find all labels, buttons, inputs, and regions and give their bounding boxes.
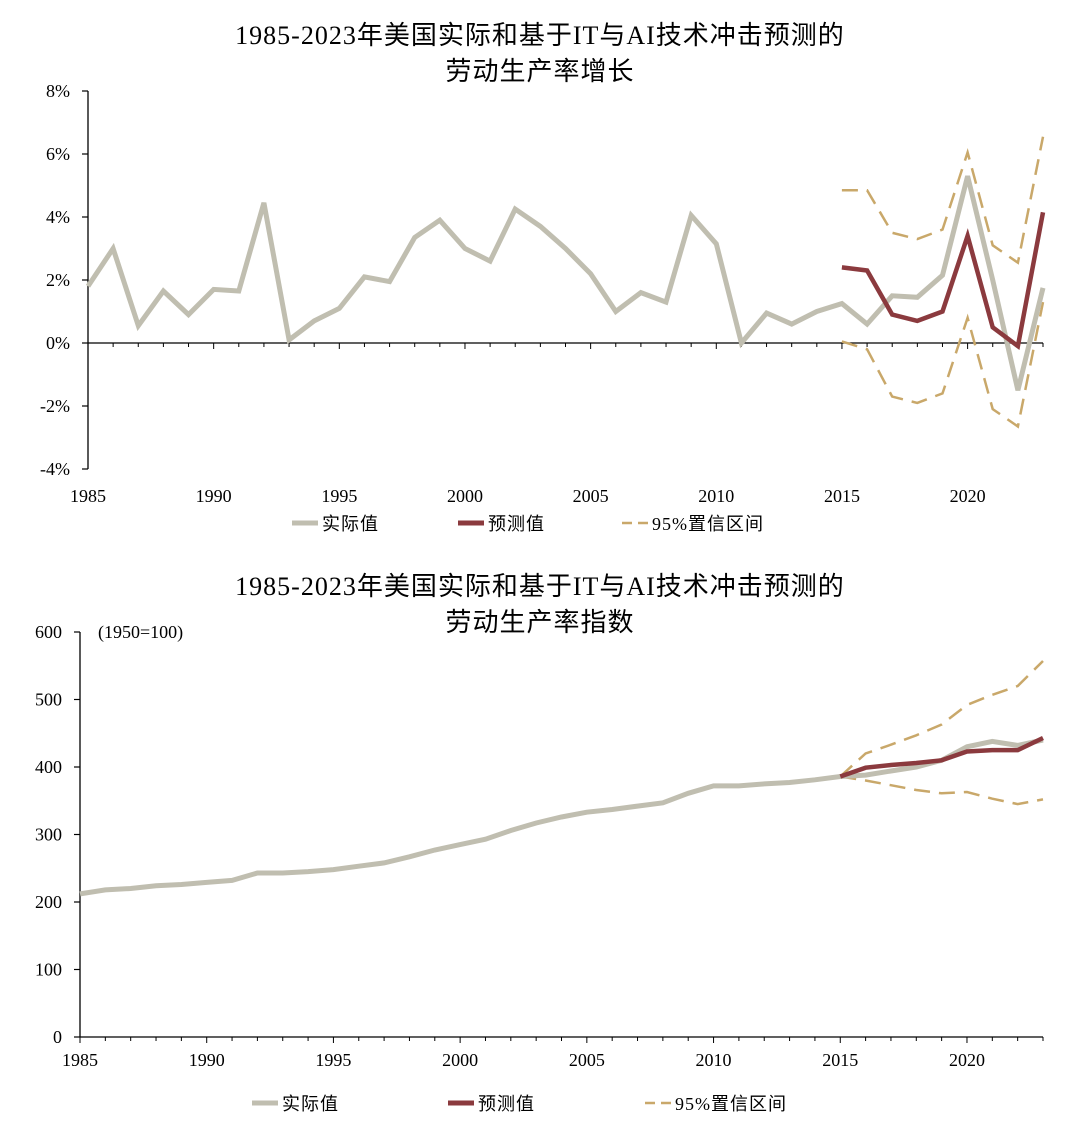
index-chart-x-tick-labels: 1985 1990 1995 2000 2005 2010 2015 2020 bbox=[62, 1050, 985, 1070]
x-tick-label: 1990 bbox=[196, 486, 232, 506]
y-tick-label: 6% bbox=[46, 144, 70, 164]
x-tick-label: 2000 bbox=[442, 1050, 478, 1070]
x-tick-label: 2015 bbox=[822, 1050, 858, 1070]
x-tick-label: 1995 bbox=[315, 1050, 351, 1070]
y-tick-label: 0 bbox=[53, 1027, 62, 1047]
x-tick-label: 1990 bbox=[189, 1050, 225, 1070]
y-tick-label: 100 bbox=[35, 960, 62, 980]
y-tick-label: 200 bbox=[35, 892, 62, 912]
index-chart: 1985-2023年美国实际和基于IT与AI技术冲击预测的 劳动生产率指数 (1… bbox=[35, 572, 1044, 1114]
x-tick-label: 1985 bbox=[62, 1050, 98, 1070]
y-tick-label: 600 bbox=[35, 622, 62, 642]
y-tick-label: 4% bbox=[46, 207, 70, 227]
growth-chart-series bbox=[85, 136, 1046, 429]
index-chart-series bbox=[79, 660, 1044, 897]
index-chart-axes bbox=[74, 631, 1044, 1043]
index-chart-base-annotation: (1950=100) bbox=[98, 622, 183, 643]
growth-chart: 1985-2023年美国实际和基于IT与AI技术冲击预测的 劳动生产率增长 8%… bbox=[40, 21, 1046, 534]
legend-label-forecast: 预测值 bbox=[478, 1094, 535, 1114]
x-tick-label: 2010 bbox=[698, 486, 734, 506]
index-chart-title: 1985-2023年美国实际和基于IT与AI技术冲击预测的 bbox=[235, 572, 845, 601]
x-tick-label: 1985 bbox=[70, 486, 106, 506]
index-chart-legend: 实际值 预测值 95%置信区间 bbox=[252, 1094, 787, 1114]
y-tick-label: 2% bbox=[46, 270, 70, 290]
y-tick-label: -2% bbox=[40, 396, 70, 416]
x-tick-label: 2005 bbox=[569, 1050, 605, 1070]
x-tick-label: 2015 bbox=[824, 486, 860, 506]
growth-chart-legend: 实际值 预测值 95%置信区间 bbox=[292, 514, 764, 534]
index-chart-subtitle: 劳动生产率指数 bbox=[445, 608, 634, 637]
forecast-line bbox=[839, 735, 1044, 779]
x-tick-label: 2020 bbox=[950, 486, 986, 506]
x-tick-label: 2010 bbox=[696, 1050, 732, 1070]
x-tick-label: 2005 bbox=[573, 486, 609, 506]
legend-label-actual: 实际值 bbox=[322, 514, 379, 534]
ci-lower-line bbox=[841, 301, 1045, 429]
y-tick-label: 400 bbox=[35, 757, 62, 777]
growth-chart-title: 1985-2023年美国实际和基于IT与AI技术冲击预测的 bbox=[235, 21, 845, 50]
legend-label-ci: 95%置信区间 bbox=[652, 514, 764, 534]
growth-chart-axes bbox=[82, 90, 1044, 470]
legend-label-forecast: 预测值 bbox=[488, 514, 545, 534]
ci-upper-line bbox=[839, 660, 1044, 778]
x-tick-label: 1995 bbox=[321, 486, 357, 506]
growth-chart-x-tick-labels: 1985 1990 1995 2000 2005 2010 2015 2020 bbox=[70, 486, 986, 506]
y-tick-label: 0% bbox=[46, 333, 70, 353]
actual-line bbox=[85, 175, 1046, 391]
growth-chart-y-tick-labels: 8% 6% 4% 2% 0% -2% -4% bbox=[40, 81, 70, 479]
x-tick-label: 2020 bbox=[949, 1050, 985, 1070]
y-tick-label: 500 bbox=[35, 690, 62, 710]
actual-line bbox=[79, 737, 1044, 897]
x-tick-label: 2000 bbox=[447, 486, 483, 506]
y-tick-label: -4% bbox=[40, 459, 70, 479]
y-tick-label: 300 bbox=[35, 825, 62, 845]
ci-lower-line bbox=[840, 775, 1044, 806]
legend-label-actual: 实际值 bbox=[282, 1094, 339, 1114]
legend-label-ci: 95%置信区间 bbox=[675, 1094, 787, 1114]
forecast-line bbox=[841, 211, 1046, 351]
ci-upper-line bbox=[841, 136, 1045, 265]
growth-chart-subtitle: 劳动生产率增长 bbox=[445, 57, 634, 86]
y-tick-label: 8% bbox=[46, 81, 70, 101]
index-chart-y-tick-labels: 600 500 400 300 200 100 0 bbox=[35, 622, 62, 1047]
